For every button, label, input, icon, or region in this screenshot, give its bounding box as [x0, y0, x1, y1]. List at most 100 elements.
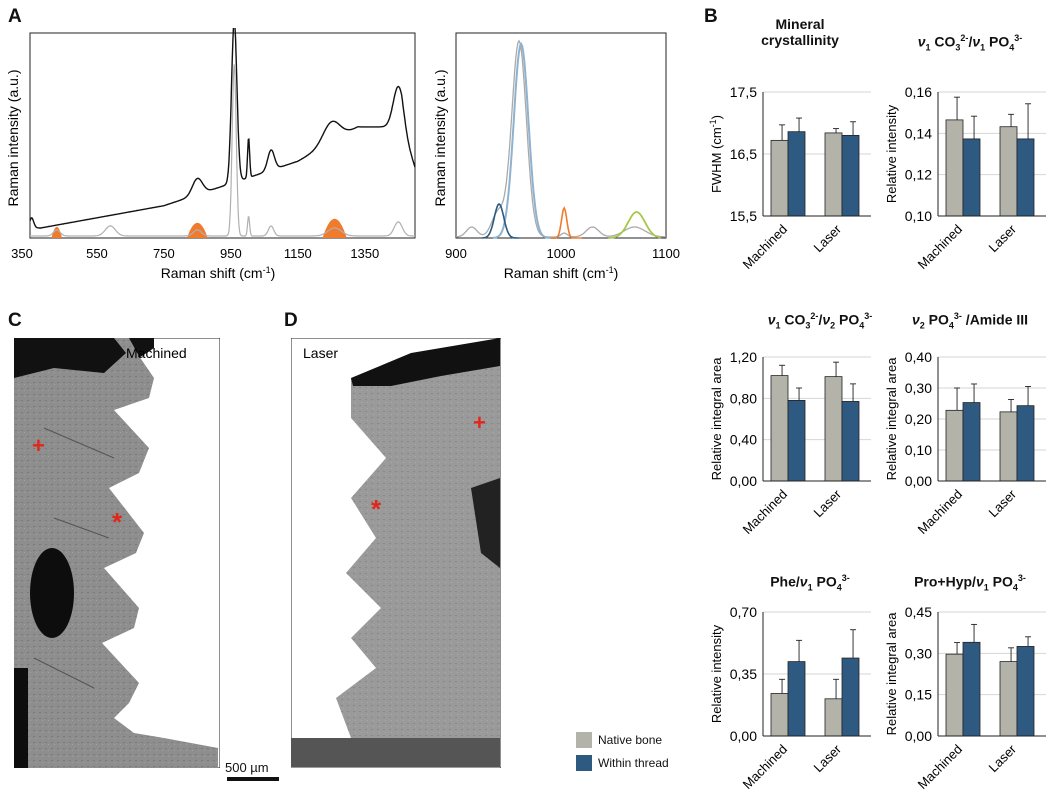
x-tick-labels: 900 1000 1100 [445, 246, 680, 261]
bar-machined-native [945, 119, 964, 217]
x-tick-machined: Machined [740, 487, 790, 537]
dark-void-top [14, 338, 126, 378]
y-tick-1: 0,10 [905, 442, 932, 458]
panel-label-d: D [284, 310, 298, 331]
y-tick-2: 0,80 [730, 390, 757, 406]
x-tick-laser: Laser [986, 221, 1020, 255]
bone-region [291, 348, 500, 768]
y-axis-label: Raman intensity (a.u.) [432, 70, 448, 207]
x-tick-laser: Laser [811, 741, 845, 775]
y-tick-2: 0,30 [905, 645, 932, 661]
y-axis-label: FWHM (cm-1) [708, 115, 724, 193]
y-tick-1: 0,12 [905, 167, 932, 183]
bar-laser-native [824, 698, 843, 737]
bone-region [14, 338, 218, 768]
micrograph-laser: Laser + * [291, 338, 501, 768]
bar-laser-native [999, 126, 1018, 217]
y-axis-label: Relative intensity [884, 104, 899, 203]
legend-swatch-thread [576, 755, 592, 771]
micrograph-machined: Machined + * [14, 338, 220, 768]
bar-laser-thread [1016, 405, 1035, 482]
x-tick-machined: Machined [915, 222, 965, 272]
legend-swatch-native [576, 732, 592, 748]
title-phe-po4: Phe/ν1 PO43- [770, 573, 850, 593]
main-fit-peak [492, 41, 556, 239]
bar-chart-co3-area: 0,00 0,40 0,80 1,20 Relative integral area Ma… [709, 349, 871, 537]
x-tick-550: 550 [86, 246, 108, 261]
red-asterisk-marker: * [112, 507, 123, 537]
panel-label-b: B [704, 6, 718, 27]
x-axis-label: Raman shift (cm-1) [504, 265, 619, 281]
x-tick-labels: 350 550 750 950 1150 1350 [11, 246, 379, 261]
plot-frame [29, 32, 416, 239]
title-co3-po4-intensity: ν1 CO32-/ν1 PO43- [917, 33, 1023, 53]
y-tick-1: 16,5 [730, 146, 757, 162]
bar-laser-thread [841, 135, 860, 217]
x-axis-label: Raman shift (cm-1) [161, 265, 276, 281]
x-tick-laser: Laser [811, 221, 845, 255]
laser-label: Laser [303, 345, 338, 361]
raman-spectrum-chart: 350 550 750 950 1150 1350 Raman shift (cm-1) … [5, 28, 416, 281]
y-axis-label: Relative integral area [709, 357, 724, 481]
y-tick-2: 0,70 [730, 604, 757, 620]
red-plus-marker: + [473, 410, 486, 435]
x-tick-750: 750 [153, 246, 175, 261]
y-axis-label: Relative integral area [884, 357, 899, 481]
bar-chart-phe: 0,00 0,35 0,70 Relative intensity Machined La… [709, 604, 871, 792]
y-tick-3: 0,16 [905, 84, 932, 100]
y-tick-0: 0,00 [905, 728, 932, 744]
bar-chart-co3-intensity: 0,10 0,12 0,14 0,16 Relative intensity Machin… [884, 84, 1046, 272]
bar-machined-native [770, 139, 789, 217]
x-tick-machined: Machined [915, 487, 965, 537]
title-crystallinity: Mineral crystallinity [761, 16, 839, 48]
bar-laser-native [824, 376, 843, 482]
raman-spectrum-line [29, 28, 416, 229]
bar-laser-native [999, 411, 1018, 482]
bar-machined-thread [962, 138, 981, 217]
x-tick-350: 350 [11, 246, 33, 261]
bar-machined-thread [787, 131, 806, 217]
title-prohyp-po4: Pro+Hyp/ν1 PO43- [914, 573, 1026, 593]
x-tick-machined: Machined [915, 742, 965, 792]
y-tick-0: 0,00 [730, 728, 757, 744]
bar-machined-native [945, 653, 964, 737]
x-tick-950: 950 [220, 246, 242, 261]
y-tick-2: 0,20 [905, 411, 932, 427]
y-tick-1: 0,15 [905, 687, 932, 703]
y-tick-1: 0,35 [730, 666, 757, 682]
y-tick-0: 15,5 [730, 208, 757, 224]
y-tick-4: 0,40 [905, 349, 932, 365]
bar-machined-thread [962, 641, 981, 737]
y-tick-3: 0,30 [905, 380, 932, 396]
panel-label-a: A [8, 6, 22, 27]
raman-zoom-chart: 900 1000 1100 Raman shift (cm-1) Raman int… [432, 32, 680, 281]
y-tick-0: 0,00 [730, 473, 757, 489]
y-tick-0: 0,00 [905, 473, 932, 489]
x-tick-machined: Machined [740, 222, 790, 272]
fit-peak-1070 [608, 211, 661, 239]
bar-machined-native [945, 409, 964, 482]
legend: Native bone Within thread [576, 732, 669, 778]
scale-bar [227, 777, 279, 781]
red-plus-marker: + [32, 433, 45, 458]
y-tick-0: 0,10 [905, 208, 932, 224]
y-axis-label: Raman intensity (a.u.) [5, 70, 21, 207]
dark-bone-top [351, 338, 500, 386]
plot-frame [455, 32, 667, 239]
bar-chart-prohyp: 0,00 0,15 0,30 0,45 Relative integral area Ma… [884, 604, 1046, 792]
bar-machined-native [770, 375, 789, 482]
fit-peak-940 [482, 202, 519, 239]
bar-machined-thread [787, 661, 806, 737]
bar-laser-native [824, 132, 843, 217]
x-tick-laser: Laser [986, 486, 1020, 520]
machined-label: Machined [126, 345, 187, 361]
title-po4-amide: ν2 PO43- /Amide III [911, 311, 1029, 331]
bar-laser-native [999, 661, 1018, 737]
bar-chart-po4-amide: 0,00 0,10 0,20 0,30 0,40 Relative integral ar… [884, 349, 1046, 537]
y-tick-3: 0,45 [905, 604, 932, 620]
x-tick-1100: 1100 [652, 246, 680, 261]
x-tick-1350: 1350 [350, 246, 379, 261]
y-tick-2: 0,14 [905, 125, 932, 141]
y-tick-1: 0,40 [730, 432, 757, 448]
bar-machined-thread [962, 402, 981, 482]
